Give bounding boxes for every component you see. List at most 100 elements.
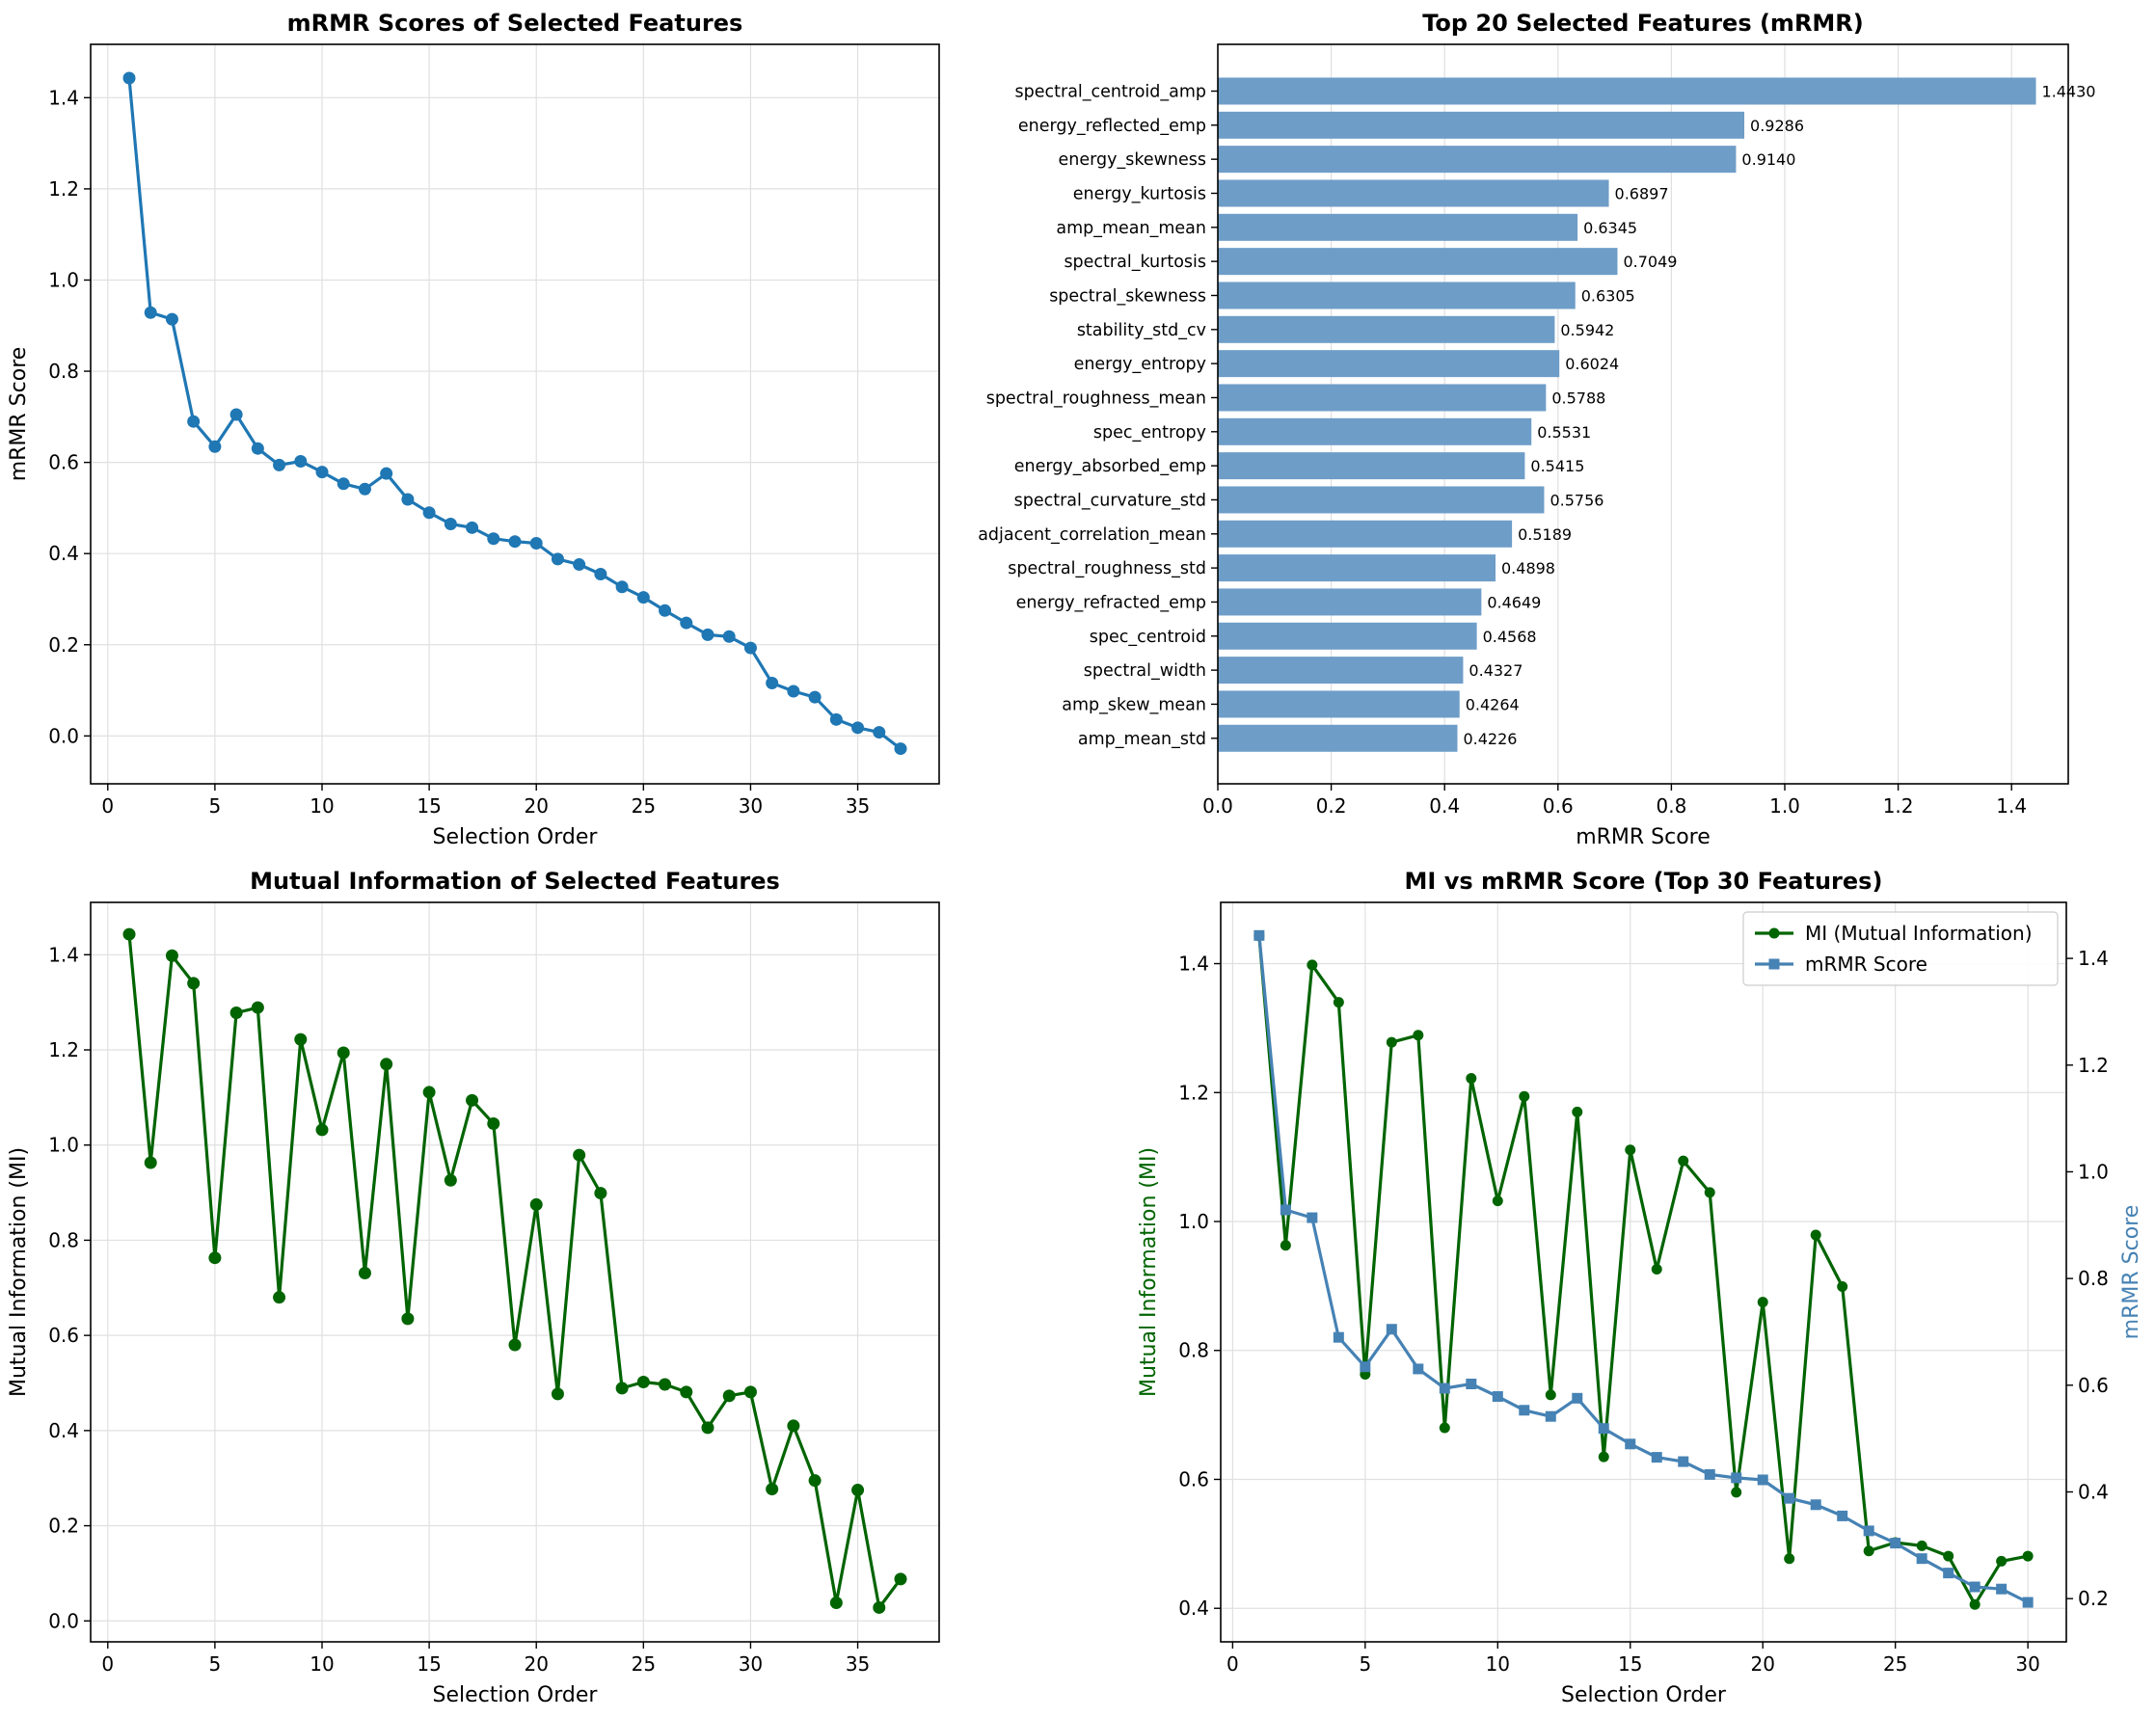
c1-xtick-label: 20 bbox=[524, 794, 548, 818]
mi-point bbox=[1731, 1487, 1742, 1498]
c1-ytick-label: 0.2 bbox=[48, 633, 79, 657]
c3-xtick-label: 30 bbox=[739, 1652, 763, 1676]
c3-ytick-label: 0.4 bbox=[48, 1419, 79, 1442]
c1-xtick-label: 15 bbox=[417, 794, 441, 818]
mrmr-point bbox=[1704, 1468, 1715, 1480]
mi-point bbox=[1757, 1297, 1768, 1308]
c4-xtick-label: 5 bbox=[1359, 1652, 1371, 1676]
legend-mi-label: MI (Mutual Information) bbox=[1805, 922, 2033, 945]
c2-xtick-label: 1.4 bbox=[1996, 794, 2027, 818]
mrmr-point bbox=[2022, 1597, 2034, 1608]
mi-point bbox=[1784, 1553, 1795, 1565]
mrmr-point bbox=[251, 442, 264, 455]
category-label: spectral_curvature_std bbox=[1014, 491, 1206, 510]
chart-mi-scores: 0 5 10 15 20 25 30 35 0.0 0.2 0.4 0.6 0.8 1.0 1.2 1.4 Mu… bbox=[7, 868, 940, 1707]
mrmr-point bbox=[315, 466, 329, 479]
c3-xtick-label: 25 bbox=[632, 1652, 656, 1676]
bar-spectral_kurtosis bbox=[1218, 248, 1618, 276]
c1-ytick-label: 1.4 bbox=[48, 86, 79, 109]
c3-title: Mutual Information of Selected Features bbox=[250, 868, 780, 895]
mrmr-point bbox=[1386, 1324, 1397, 1335]
mrmr-point bbox=[1863, 1525, 1874, 1537]
category-label: energy_absorbed_emp bbox=[1014, 457, 1206, 476]
bar-value-label: 0.6305 bbox=[1581, 286, 1635, 305]
mrmr-point bbox=[1678, 1456, 1689, 1467]
c3-ytick-label: 0.2 bbox=[48, 1515, 79, 1538]
mi-point bbox=[680, 1385, 693, 1399]
c3-xtick-label: 5 bbox=[209, 1652, 222, 1676]
category-label: energy_reflected_emp bbox=[1018, 117, 1206, 136]
chart-mrmr-scores: 0 5 10 15 20 25 30 35 0.0 0.2 0.4 0.6 0.8 1.0 1.2 1.4 mR… bbox=[7, 10, 940, 849]
bar-value-label: 0.6024 bbox=[1565, 355, 1619, 373]
mrmr-point bbox=[380, 467, 393, 480]
mi-point bbox=[659, 1378, 672, 1391]
c4-xtick-label: 20 bbox=[1750, 1652, 1774, 1676]
mrmr-point bbox=[1572, 1392, 1583, 1404]
bar-spectral_width bbox=[1218, 657, 1464, 685]
category-label: spectral_skewness bbox=[1049, 286, 1206, 306]
bar-value-label: 0.4649 bbox=[1487, 593, 1541, 611]
mi-point bbox=[1439, 1422, 1450, 1434]
mi-point bbox=[573, 1148, 586, 1162]
c1-xtick-label: 0 bbox=[101, 794, 114, 818]
mi-point bbox=[229, 1007, 243, 1020]
mi-point bbox=[2022, 1550, 2034, 1562]
c1-xtick-label: 35 bbox=[846, 794, 870, 818]
mi-point bbox=[1280, 1240, 1291, 1251]
bar-spectral_roughness_mean bbox=[1218, 384, 1547, 412]
mrmr-point bbox=[1253, 929, 1265, 941]
c3-ytick-label: 1.0 bbox=[48, 1134, 79, 1157]
mrmr-point bbox=[851, 721, 865, 735]
mi-point bbox=[251, 1001, 264, 1014]
mi-point bbox=[1996, 1555, 2008, 1567]
c1-xtick-label: 30 bbox=[739, 794, 763, 818]
c1-title: mRMR Scores of Selected Features bbox=[287, 10, 743, 37]
bar-energy_absorbed_emp bbox=[1218, 452, 1525, 480]
mrmr-point bbox=[1492, 1391, 1503, 1403]
mi-point bbox=[187, 977, 201, 990]
mrmr-point bbox=[1333, 1331, 1344, 1343]
c4-ylabel-right: mRMR Score bbox=[2119, 1205, 2143, 1340]
c4-ytick-right-label: 0.4 bbox=[2078, 1480, 2109, 1503]
mrmr-point bbox=[1651, 1452, 1662, 1463]
c1-ylabel: mRMR Score bbox=[7, 347, 31, 482]
c4-xtick-label: 10 bbox=[1486, 1652, 1510, 1676]
mrmr-point bbox=[1280, 1204, 1291, 1216]
mi-series-line bbox=[127, 933, 903, 1610]
c1-xlabel: Selection Order bbox=[433, 825, 599, 849]
mrmr-point bbox=[722, 630, 736, 643]
category-label: adjacent_correlation_mean bbox=[978, 525, 1206, 545]
bar-energy_refracted_emp bbox=[1218, 588, 1482, 616]
mi-point bbox=[487, 1117, 500, 1131]
mrmr-point bbox=[636, 591, 650, 604]
c3-xtick-label: 20 bbox=[524, 1652, 548, 1676]
c3-xtick-label: 35 bbox=[846, 1652, 870, 1676]
legend-mrmr-label: mRMR Score bbox=[1805, 953, 1927, 976]
mi-point bbox=[743, 1385, 757, 1399]
c4-ytick-label: 1.4 bbox=[1178, 953, 1209, 976]
mrmr-point bbox=[1360, 1361, 1371, 1373]
category-label: spectral_kurtosis bbox=[1064, 253, 1206, 272]
category-label: spectral_centroid_amp bbox=[1015, 83, 1206, 102]
mi-point bbox=[1307, 959, 1318, 971]
mrmr-point bbox=[144, 306, 157, 319]
mi-point bbox=[1598, 1451, 1609, 1463]
c4-xlabel: Selection Order bbox=[1561, 1683, 1727, 1707]
mrmr-point bbox=[1757, 1474, 1768, 1486]
bar-value-label: 0.4898 bbox=[1501, 559, 1555, 577]
c2-xlabel: mRMR Score bbox=[1576, 825, 1711, 849]
mrmr-point bbox=[829, 712, 843, 726]
mi-point bbox=[787, 1419, 800, 1433]
category-label: spectral_roughness_std bbox=[1008, 559, 1206, 578]
c4-frame bbox=[1220, 901, 2067, 1643]
mrmr-point bbox=[165, 312, 178, 326]
legend: MI (Mutual Information) mRMR Score bbox=[1742, 911, 2059, 986]
category-label: spec_centroid bbox=[1090, 628, 1206, 647]
mrmr-point bbox=[122, 71, 136, 85]
bar-energy_skewness bbox=[1218, 146, 1737, 174]
mi-point bbox=[1492, 1195, 1503, 1207]
mrmr-point bbox=[1545, 1410, 1556, 1422]
c4-ytick-right-label: 1.2 bbox=[2078, 1054, 2109, 1077]
mi-point bbox=[1333, 997, 1344, 1008]
